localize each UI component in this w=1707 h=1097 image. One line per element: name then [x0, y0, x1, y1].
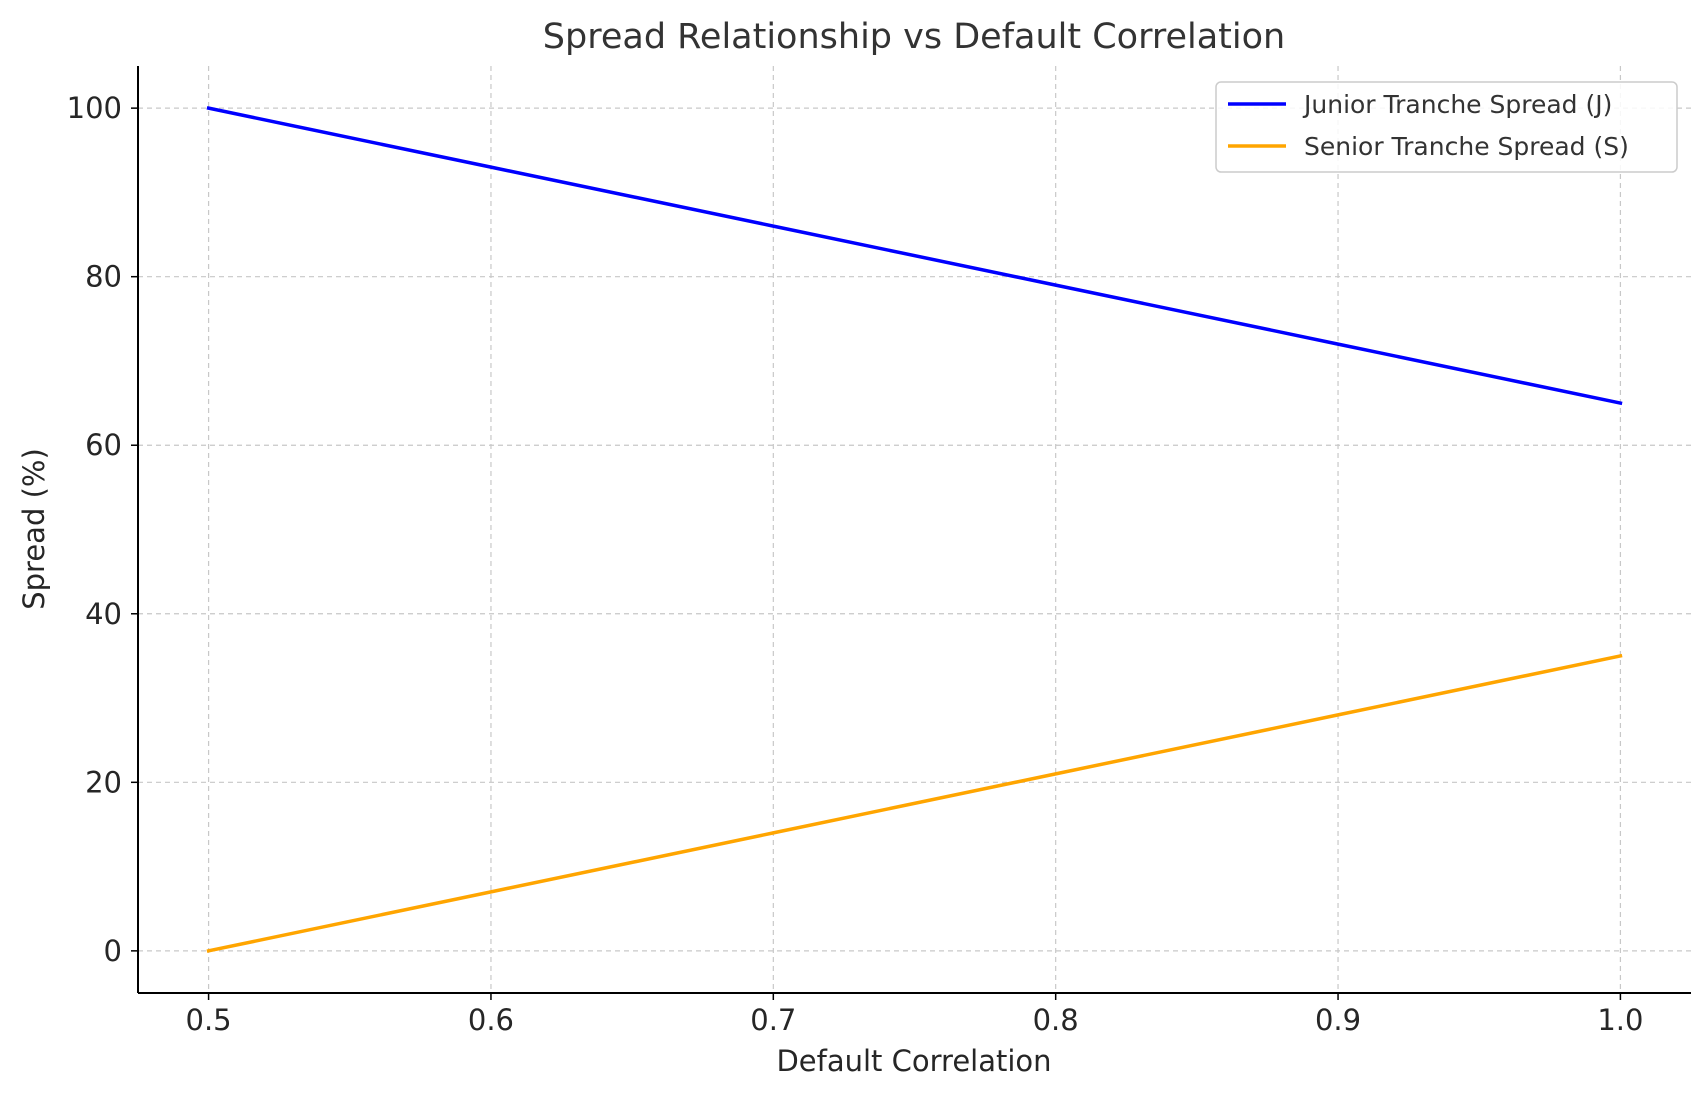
y-tick-label: 100 [67, 91, 122, 125]
y-tick-label: 0 [104, 934, 122, 968]
legend-box [1215, 81, 1678, 173]
x-tick-label: 1.0 [1597, 1003, 1643, 1037]
chart-title: Spread Relationship vs Default Correlati… [543, 17, 1285, 57]
ticks: 0.5 0.6 0.7 0.8 0.9 1.0 0 20 40 60 80 100 [67, 91, 1644, 1037]
y-tick-label: 20 [85, 765, 122, 799]
x-tick-label: 0.6 [468, 1003, 514, 1037]
y-axis-label: Spread (%) [17, 448, 51, 610]
series-line-junior [206, 106, 1623, 406]
grid [138, 66, 1691, 993]
x-axis-label: Default Correlation [776, 1044, 1051, 1078]
legend: Junior Tranche Spread (J) Senior Tranche… [1215, 81, 1678, 173]
legend-label-junior: Junior Tranche Spread (J) [1302, 90, 1612, 119]
x-tick-label: 0.5 [186, 1003, 232, 1037]
y-tick-label: 60 [85, 428, 122, 462]
axes [137, 66, 1691, 994]
x-tick-label: 0.9 [1315, 1003, 1361, 1037]
y-tick-label: 80 [85, 260, 122, 294]
y-tick-label: 40 [85, 597, 122, 631]
series-line-senior [206, 653, 1623, 953]
x-tick-label: 0.8 [1033, 1003, 1079, 1037]
series-layer [206, 106, 1623, 953]
x-tick-label: 0.7 [750, 1003, 796, 1037]
legend-label-senior: Senior Tranche Spread (S) [1304, 132, 1629, 161]
